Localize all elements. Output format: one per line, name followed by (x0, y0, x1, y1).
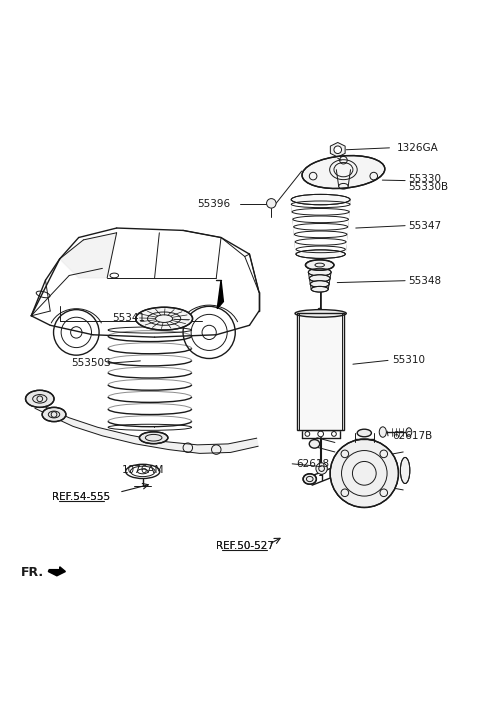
Polygon shape (297, 313, 344, 429)
Text: 55341: 55341 (112, 313, 145, 323)
Text: 55347: 55347 (408, 221, 442, 231)
Text: 55350S: 55350S (72, 358, 111, 369)
Polygon shape (48, 566, 65, 576)
Polygon shape (60, 233, 117, 278)
Text: 55330B: 55330B (408, 181, 448, 191)
Text: FR.: FR. (21, 566, 44, 579)
Polygon shape (217, 280, 223, 309)
Bar (297, 313, 344, 429)
Polygon shape (291, 199, 350, 254)
Circle shape (334, 146, 342, 153)
Ellipse shape (308, 268, 331, 276)
Text: 55330: 55330 (408, 174, 442, 184)
Ellipse shape (303, 474, 316, 484)
Text: 1326GA: 1326GA (396, 143, 438, 153)
Text: 62618: 62618 (296, 459, 329, 469)
Ellipse shape (25, 390, 54, 407)
Text: REF.50-527: REF.50-527 (216, 541, 274, 551)
Text: REF.54-555: REF.54-555 (52, 492, 110, 502)
Text: 55396: 55396 (197, 199, 230, 209)
Ellipse shape (357, 429, 372, 437)
Ellipse shape (311, 286, 328, 292)
Ellipse shape (400, 457, 410, 483)
Ellipse shape (295, 310, 346, 317)
Circle shape (330, 439, 398, 508)
Ellipse shape (310, 280, 329, 288)
Circle shape (318, 308, 322, 312)
Ellipse shape (42, 407, 66, 422)
Ellipse shape (309, 440, 320, 448)
Text: REF.50-527: REF.50-527 (216, 541, 274, 551)
Polygon shape (330, 143, 345, 157)
Ellipse shape (379, 427, 386, 437)
Text: 62617B: 62617B (392, 431, 432, 441)
Text: REF.54-555: REF.54-555 (52, 492, 110, 502)
Circle shape (316, 463, 327, 474)
Text: 1076AM: 1076AM (121, 465, 164, 475)
Ellipse shape (305, 260, 334, 270)
Ellipse shape (136, 308, 192, 330)
Circle shape (266, 199, 276, 208)
Text: 55348: 55348 (408, 276, 442, 285)
Text: 55310: 55310 (392, 356, 425, 366)
Ellipse shape (296, 250, 345, 258)
Polygon shape (31, 399, 258, 453)
Ellipse shape (291, 194, 350, 205)
Ellipse shape (406, 428, 412, 437)
Ellipse shape (302, 156, 385, 189)
Ellipse shape (139, 432, 168, 444)
Ellipse shape (309, 275, 330, 282)
